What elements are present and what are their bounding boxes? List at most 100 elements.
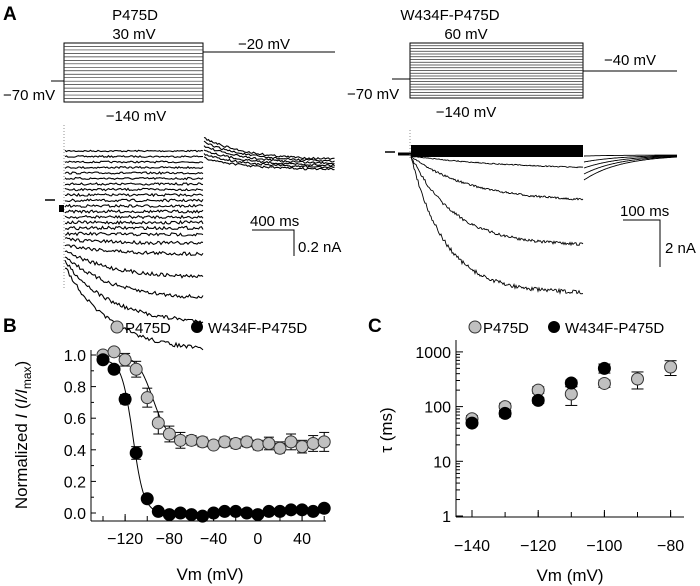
data-point-p475d [317, 435, 331, 449]
voltage-steps-right [409, 42, 584, 99]
scale-bar-lines-left [252, 229, 295, 256]
scale-current-right: 2 nA [665, 240, 696, 257]
current-trace [64, 160, 204, 164]
current-trace [410, 155, 584, 247]
current-trace [64, 149, 204, 153]
scale-bar-lines-right [623, 219, 661, 267]
legend-label-w434f-b: W434F-P475D [208, 320, 307, 337]
x-tick-label-b: −120 [107, 531, 143, 548]
x-tick-label-c: −80 [657, 538, 684, 555]
legend-label-p475d-c: P475D [483, 320, 529, 337]
data-point-p475d [564, 387, 578, 401]
pre-step-trace [59, 205, 64, 212]
data-point-p475d [140, 391, 154, 405]
legend-label-p475d-b: P475D [125, 320, 171, 337]
x-axis-label-c: Vm (mV) [536, 566, 603, 585]
tail-trace [584, 154, 677, 157]
step-box [63, 42, 204, 103]
panel-label-c: C [368, 316, 382, 337]
step-max-left: 30 mV [112, 26, 155, 43]
holding-voltage-right: −70 mV [347, 86, 399, 103]
current-trace [64, 237, 204, 246]
step-min-left: −140 mV [106, 108, 166, 125]
current-trace [410, 156, 584, 295]
data-point-w434f [564, 376, 578, 390]
scale-time-right: 100 ms [620, 203, 669, 220]
data-point-w434f [129, 446, 143, 460]
data-point-w434f [284, 503, 298, 517]
y-tick-label-b: 0.4 [64, 443, 86, 460]
data-point-w434f [196, 509, 210, 523]
y-tick-label-b: 0.8 [64, 380, 86, 397]
data-point-w434f [207, 506, 221, 520]
current-trace [64, 250, 204, 279]
y-axis-label-c: τ (ms) [377, 407, 396, 452]
dense-traces [411, 145, 583, 157]
data-point-p475d [107, 345, 121, 359]
panel-label-a: A [3, 4, 17, 25]
step-min-right: −140 mV [436, 104, 496, 121]
legend-marker-p475d-b [110, 320, 124, 334]
data-point-p475d [218, 435, 232, 449]
y-tick-label-b: 1.0 [64, 348, 86, 365]
y-tick-label-b: 0.2 [64, 474, 86, 491]
y-label-ratio: I/I [12, 389, 31, 403]
tail-voltage-left: −20 mV [238, 36, 290, 53]
tail-trace [203, 149, 335, 167]
current-trace [64, 259, 204, 324]
trace-title-left: P475D [112, 7, 158, 24]
current-trace [410, 155, 584, 201]
data-point-w434f [306, 504, 320, 518]
data-point-p475d [251, 438, 265, 452]
x-tick-label-c: −120 [520, 538, 556, 555]
data-point-p475d [162, 427, 176, 441]
data-point-w434f [107, 362, 121, 376]
data-point-w434f [96, 353, 110, 367]
tail-trace [583, 155, 677, 169]
scale-time-left: 400 ms [250, 213, 299, 230]
x-tick-label-b: −40 [200, 531, 227, 548]
data-point-p475d [597, 376, 611, 390]
y-tick-label-b: 0.0 [64, 506, 86, 523]
current-trace [64, 214, 204, 220]
current-trace [64, 267, 204, 351]
data-point-w434f [262, 504, 276, 518]
y-label-end: ) [12, 361, 31, 367]
panel-label-b: B [3, 316, 17, 337]
current-trace [64, 256, 204, 299]
current-trace [410, 155, 584, 169]
data-point-w434f [498, 406, 512, 420]
data-point-p475d [295, 440, 309, 454]
legend-label-w434f-c: W434F-P475D [565, 320, 664, 337]
data-point-p475d [273, 441, 287, 455]
data-point-p475d [262, 436, 276, 450]
data-point-w434f [251, 508, 265, 522]
current-trace [64, 176, 204, 181]
y-label-italic: I [12, 413, 31, 418]
data-point-w434f [173, 506, 187, 520]
y-tick-label-c: 100 [424, 400, 451, 417]
tail-trace [583, 155, 677, 163]
plot-b: 0.0 0.2 0.4 0.6 0.8 1.0 −120 −80 −40 0 40 [64, 345, 331, 548]
current-trace [64, 225, 204, 231]
current-trace [64, 165, 204, 170]
data-point-p475d [151, 416, 165, 430]
current-trace [64, 244, 204, 257]
tail-trace [203, 136, 335, 161]
legend-b: P475D W434F-P475D [110, 320, 307, 337]
x-tick-label-c: −140 [454, 538, 490, 555]
data-point-p475d [240, 435, 254, 449]
data-point-w434f [151, 504, 165, 518]
voltage-steps-left [63, 42, 204, 103]
legend-marker-w434f-c [548, 321, 560, 333]
data-point-w434f [140, 492, 154, 506]
y-label-mid: ( [12, 403, 31, 414]
x-tick-label-b: −80 [156, 531, 183, 548]
data-point-p475d [306, 436, 320, 450]
legend-c: P475D W434F-P475D [468, 320, 664, 337]
y-tick-label-c: 10 [433, 454, 451, 471]
data-point-p475d [196, 435, 210, 449]
data-point-w434f [597, 361, 611, 375]
data-point-w434f [317, 501, 331, 515]
current-trace [64, 171, 204, 175]
